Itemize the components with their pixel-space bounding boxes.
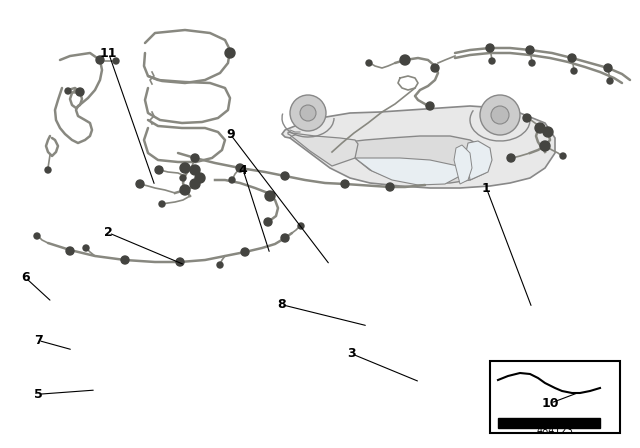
Circle shape (66, 247, 74, 255)
Circle shape (241, 248, 249, 256)
Circle shape (159, 201, 165, 207)
Circle shape (568, 54, 576, 62)
Circle shape (526, 46, 534, 54)
Circle shape (386, 183, 394, 191)
Polygon shape (466, 141, 492, 180)
Circle shape (113, 58, 119, 64)
Text: 5: 5 (34, 388, 43, 401)
Circle shape (489, 58, 495, 64)
Circle shape (265, 191, 275, 201)
Circle shape (195, 173, 205, 183)
Circle shape (523, 114, 531, 122)
Circle shape (535, 123, 545, 133)
Circle shape (431, 64, 439, 72)
Circle shape (560, 153, 566, 159)
Circle shape (34, 233, 40, 239)
Text: 3: 3 (348, 347, 356, 361)
Circle shape (136, 180, 144, 188)
Bar (490, 361, 620, 433)
Circle shape (491, 106, 509, 124)
Text: 6: 6 (21, 271, 30, 284)
Circle shape (190, 165, 200, 175)
Circle shape (180, 175, 186, 181)
Circle shape (290, 95, 326, 131)
Circle shape (540, 141, 550, 151)
Circle shape (225, 48, 235, 58)
Polygon shape (340, 136, 490, 183)
Circle shape (366, 60, 372, 66)
Bar (498, 418, 600, 428)
Circle shape (426, 102, 434, 110)
Circle shape (543, 127, 553, 137)
Circle shape (264, 218, 272, 226)
Circle shape (229, 177, 235, 183)
Circle shape (121, 256, 129, 264)
Text: 9: 9 (226, 128, 235, 141)
Circle shape (236, 164, 244, 172)
Text: 11: 11 (100, 47, 118, 60)
Circle shape (604, 64, 612, 72)
Circle shape (83, 245, 89, 251)
Circle shape (180, 185, 190, 195)
Circle shape (507, 154, 515, 162)
Text: 4: 4 (239, 164, 248, 177)
Circle shape (180, 163, 190, 173)
Circle shape (607, 78, 613, 84)
Circle shape (190, 179, 200, 189)
Circle shape (191, 154, 199, 162)
Text: 2: 2 (104, 226, 113, 240)
Circle shape (65, 88, 71, 94)
Circle shape (45, 167, 51, 173)
Circle shape (281, 234, 289, 242)
Circle shape (300, 105, 316, 121)
Circle shape (480, 95, 520, 135)
Circle shape (76, 88, 84, 96)
Circle shape (176, 258, 184, 266)
Text: 7: 7 (34, 334, 43, 347)
Polygon shape (454, 145, 472, 184)
Text: 484123: 484123 (536, 426, 573, 436)
Circle shape (96, 56, 104, 64)
Polygon shape (355, 158, 460, 185)
Text: 10: 10 (541, 396, 559, 410)
Circle shape (341, 180, 349, 188)
Polygon shape (282, 106, 555, 188)
Circle shape (571, 68, 577, 74)
Circle shape (298, 223, 304, 229)
Text: 1: 1 (482, 181, 491, 195)
Circle shape (486, 44, 494, 52)
Circle shape (281, 172, 289, 180)
Polygon shape (288, 132, 358, 166)
Circle shape (155, 166, 163, 174)
Text: 8: 8 (277, 298, 286, 311)
Circle shape (529, 60, 535, 66)
Circle shape (400, 55, 410, 65)
Circle shape (217, 262, 223, 268)
